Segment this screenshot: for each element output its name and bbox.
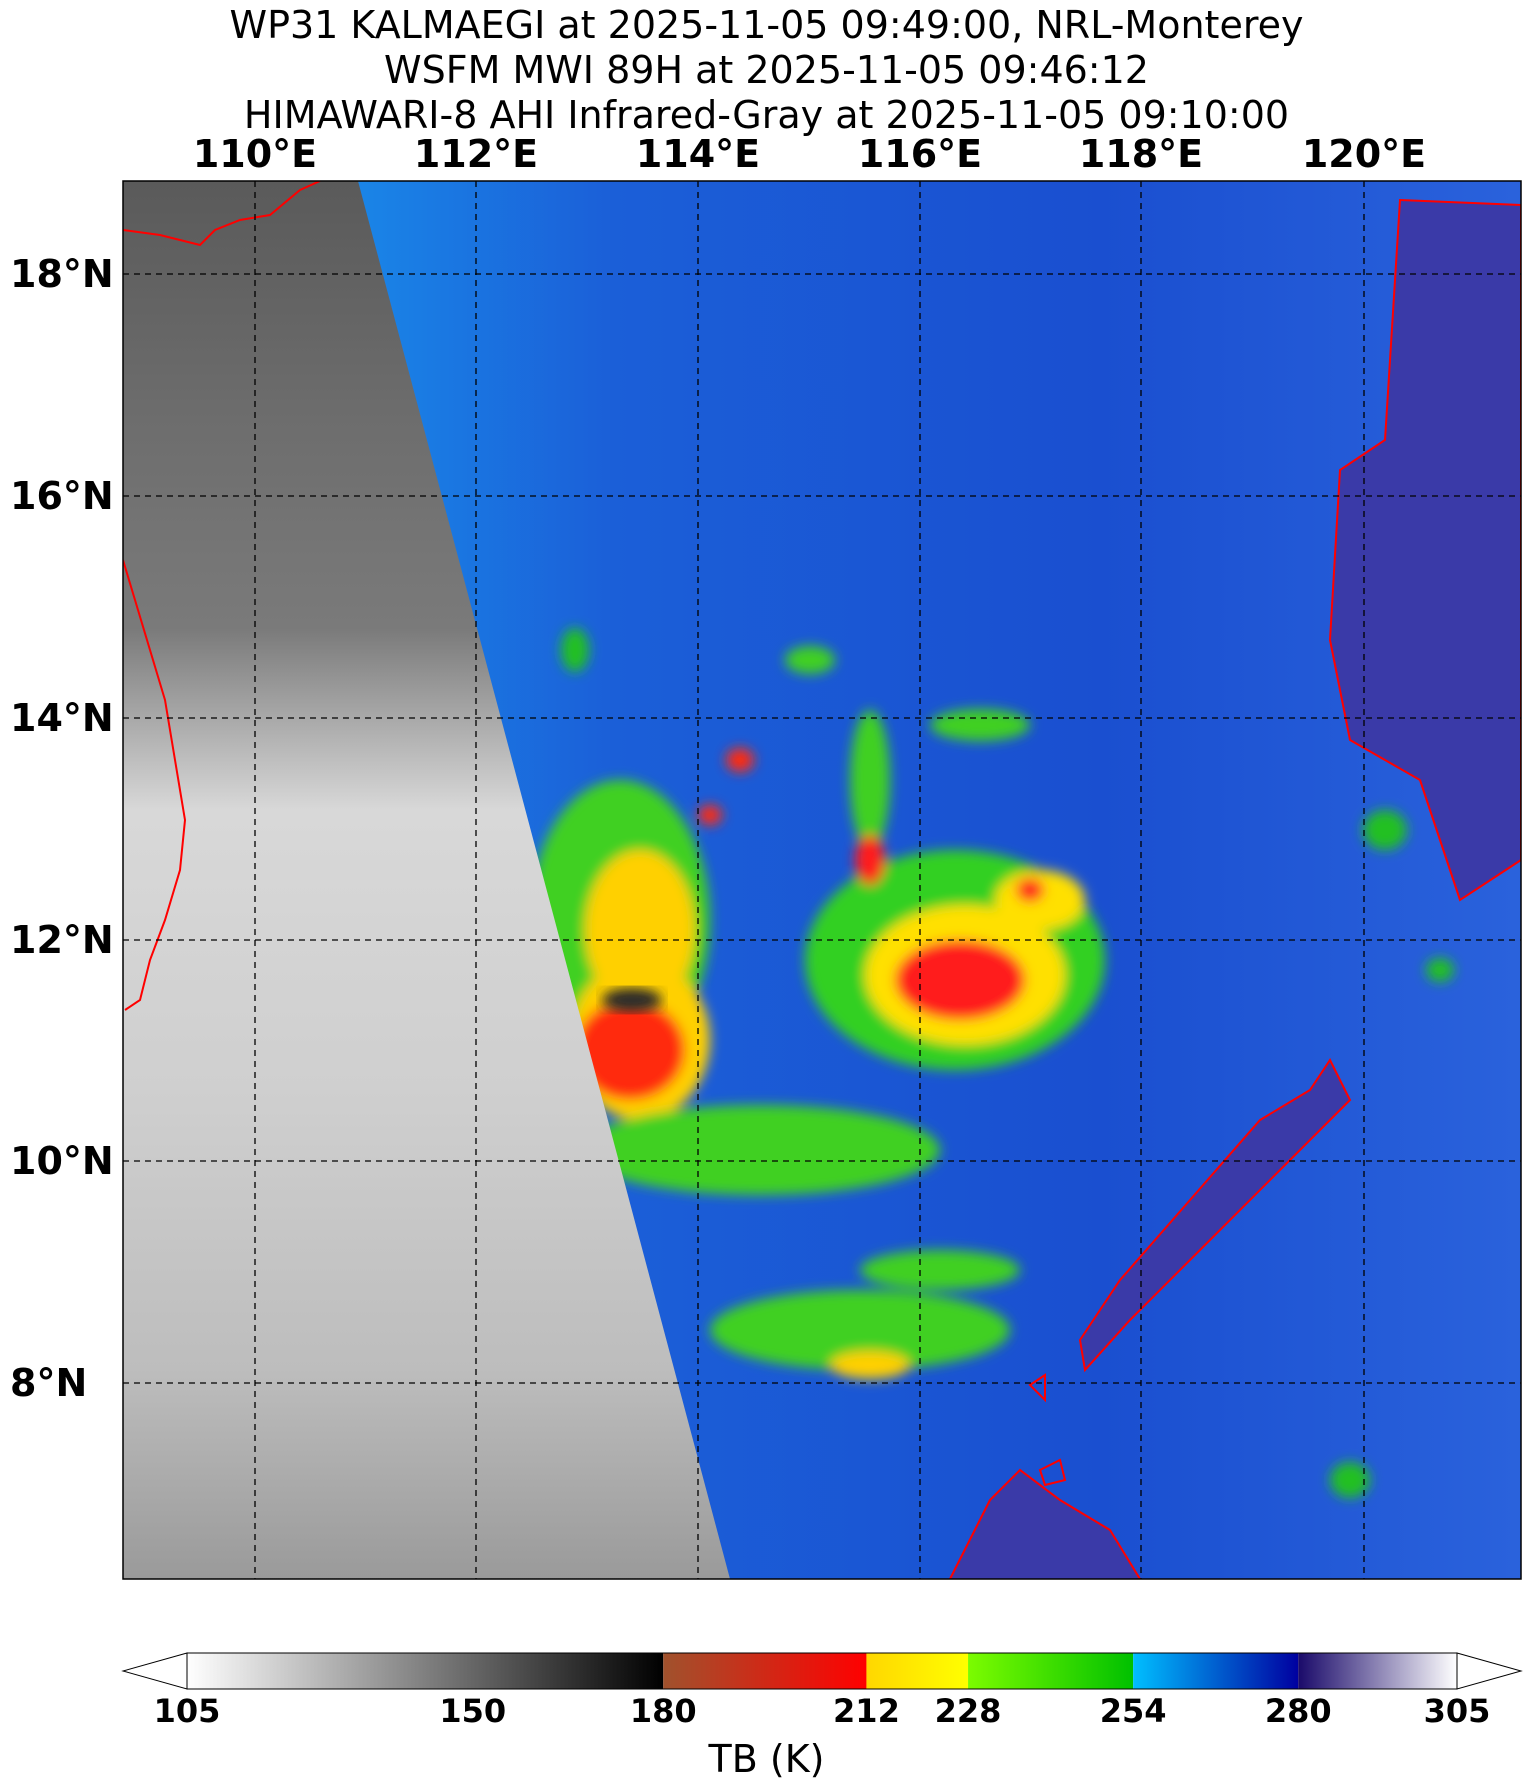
palawan-land (1080, 1060, 1350, 1370)
colorbar-tick-label: 212 (833, 1692, 900, 1730)
colorbar-segment (866, 1653, 969, 1689)
colorbar-segment (1133, 1653, 1299, 1689)
lat-label-8: 8°N (10, 1361, 88, 1405)
lat-label-14: 14°N (10, 696, 114, 740)
lon-label-116: 116°E (857, 132, 983, 176)
colorbar-min-extend (121, 1652, 188, 1690)
map-frame (122, 180, 1522, 1580)
graticule (123, 181, 1521, 1579)
colorbar-tick-label: 105 (153, 1692, 221, 1730)
colorbar-frame (186, 1652, 1458, 1690)
colorbar-segment (187, 1653, 664, 1689)
colorbar-tick-label: 254 (1099, 1692, 1167, 1730)
lat-label-16: 16°N (10, 474, 114, 518)
colorbar-tick-label: 150 (439, 1692, 507, 1730)
lon-label-112: 112°E (413, 132, 539, 176)
coastlines (123, 181, 1521, 1579)
rain-bands (530, 628, 1454, 1498)
colorbar-segment (1298, 1653, 1457, 1689)
lon-label-110: 110°E (192, 132, 318, 176)
lon-label-118: 118°E (1078, 132, 1204, 176)
borneo-land (950, 1470, 1140, 1579)
lon-label-120: 120°E (1301, 132, 1427, 176)
colorbar (121, 1652, 1523, 1690)
title-line-1: WP31 KALMAEGI at 2025-11-05 09:49:00, NR… (229, 3, 1304, 47)
colorbar-tick-label: 180 (629, 1692, 697, 1730)
colorbar-max-extend (1456, 1652, 1523, 1690)
colorbar-tick-label: 305 (1423, 1692, 1491, 1730)
imagery-layer (123, 181, 1521, 1579)
colorbar-tick-label: 228 (934, 1692, 1002, 1730)
colorbar-tick-label: 280 (1264, 1692, 1332, 1730)
lat-label-18: 18°N (10, 252, 114, 296)
cold-core (602, 988, 662, 1012)
lon-label-114: 114°E (635, 132, 761, 176)
title-line-2: WSFM MWI 89H at 2025-11-05 09:46:12 (384, 48, 1149, 92)
title-line-3: HIMAWARI-8 AHI Infrared-Gray at 2025-11-… (243, 93, 1290, 137)
colorbar-segment (968, 1653, 1134, 1689)
colorbar-segment (663, 1653, 867, 1689)
lat-label-10: 10°N (10, 1139, 114, 1183)
lat-label-12: 12°N (10, 918, 114, 962)
luzon-land (1330, 200, 1521, 900)
ir-swath (123, 181, 730, 1579)
colorbar-label: TB (K) (708, 1737, 825, 1781)
